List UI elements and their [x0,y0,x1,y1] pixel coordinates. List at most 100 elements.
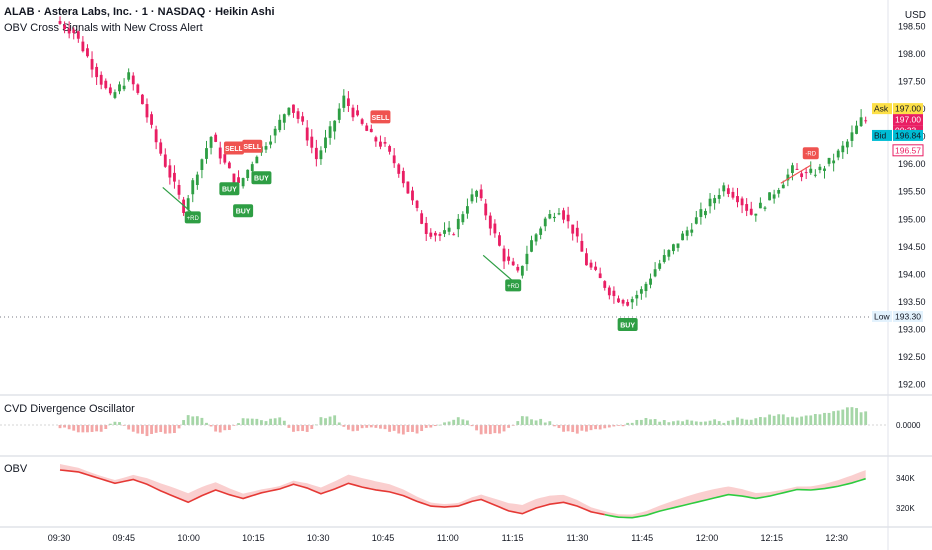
candle-body [406,181,410,194]
cvd-bar [397,425,401,434]
candle-body [543,218,547,227]
time-tick: 12:00 [696,533,719,543]
candle-body [443,230,446,234]
candle-body [557,213,561,215]
cvd-bar [118,422,121,425]
candle-body [246,169,250,179]
obv-line-up [604,477,866,519]
candle-body [237,177,240,183]
candle-body [726,188,730,194]
cvd-bar [543,422,547,425]
price-tick: 198.00 [898,49,926,59]
cvd-bar [836,410,840,425]
candle-body [461,214,465,223]
candle-body [855,125,858,134]
candle-body [552,216,556,219]
price-tick: 195.00 [898,214,926,224]
candle-body [383,141,387,144]
candle-body [127,72,131,80]
candle-body [136,84,140,93]
candle-body [296,111,300,119]
candle-body [351,107,355,118]
cvd-bar [557,425,561,429]
time-tick: 10:45 [372,533,395,543]
cvd-bar [594,425,598,430]
cvd-bar [621,425,625,427]
candle-body [278,119,282,131]
cvd-bar [731,419,735,425]
currency-label[interactable]: USD [904,10,926,21]
cvd-bar [173,425,176,434]
candle-body [585,253,588,266]
cvd-bar [630,422,634,425]
obv-pane-title[interactable]: OBV [4,463,28,475]
candle-body [772,194,776,199]
candle-body [617,298,620,303]
cvd-bar [516,421,520,425]
candle-body [612,290,616,297]
cvd-bar [95,425,99,432]
candle-body [749,208,753,215]
cvd-bar [305,425,309,432]
cvd-bar [186,415,190,425]
bid-label: Bid [874,130,887,140]
cvd-bar [195,416,199,425]
cvd-bar [255,418,259,425]
candle-body [241,178,245,187]
cvd-bar [768,414,771,425]
candle-body [113,92,117,98]
ask-label-bg [872,103,892,115]
candle-body [516,266,520,271]
cvd-bar [813,414,817,425]
cvd-bar [113,421,117,425]
cvd-bar [76,425,80,433]
obv-tick: 340K [896,474,915,483]
cvd-bar [104,425,108,429]
candle-body [589,262,593,268]
candle-body [310,136,314,148]
candle-body [159,142,163,154]
time-tick: 09:30 [48,533,71,543]
divergence-label: -RD [805,152,816,158]
cvd-bar [278,417,282,425]
candle-body [635,294,639,299]
cvd-bar [292,425,295,432]
divergence-marker [802,147,819,160]
cvd-bar [337,422,341,425]
divergence-marker [505,279,522,292]
prev-price: 196.57 [895,145,921,155]
candle-body [388,146,392,152]
candle-body [603,281,607,288]
cvd-bar [635,419,639,425]
cvd-bar [438,424,442,426]
cvd-bar [191,416,195,425]
candle-body [173,172,176,182]
divergence-line [780,164,812,184]
candle-body [823,168,826,171]
cvd-bar [845,407,849,425]
cvd-bar [356,425,359,431]
candle-body [218,147,222,159]
candle-body [182,199,186,213]
cvd-bar [369,425,373,428]
indicator-label[interactable]: OBV Cross Signals with New Cross Alert [4,22,203,34]
candle-body [649,278,652,285]
cvd-bar [552,425,556,427]
candle-body [333,120,337,132]
cvd-pane-title[interactable]: CVD Divergence Oscillator [4,403,135,415]
chart-title: ALAB · Astera Labs, Inc. · 1 · NASDAQ · … [4,6,275,18]
cvd-bar [758,416,762,425]
cvd-bar [145,425,149,437]
bid-price: 196.84 [895,130,921,140]
candle-body [690,229,694,233]
cvd-bar [218,425,222,433]
cvd-bar [607,425,611,428]
candle-body [205,148,208,159]
cvd-bar [617,425,620,426]
cvd-bar [530,419,533,425]
candle-body [621,299,625,304]
cvd-bar [159,425,163,433]
cvd-bar [777,414,781,425]
divergence-label: +RD [187,216,200,222]
